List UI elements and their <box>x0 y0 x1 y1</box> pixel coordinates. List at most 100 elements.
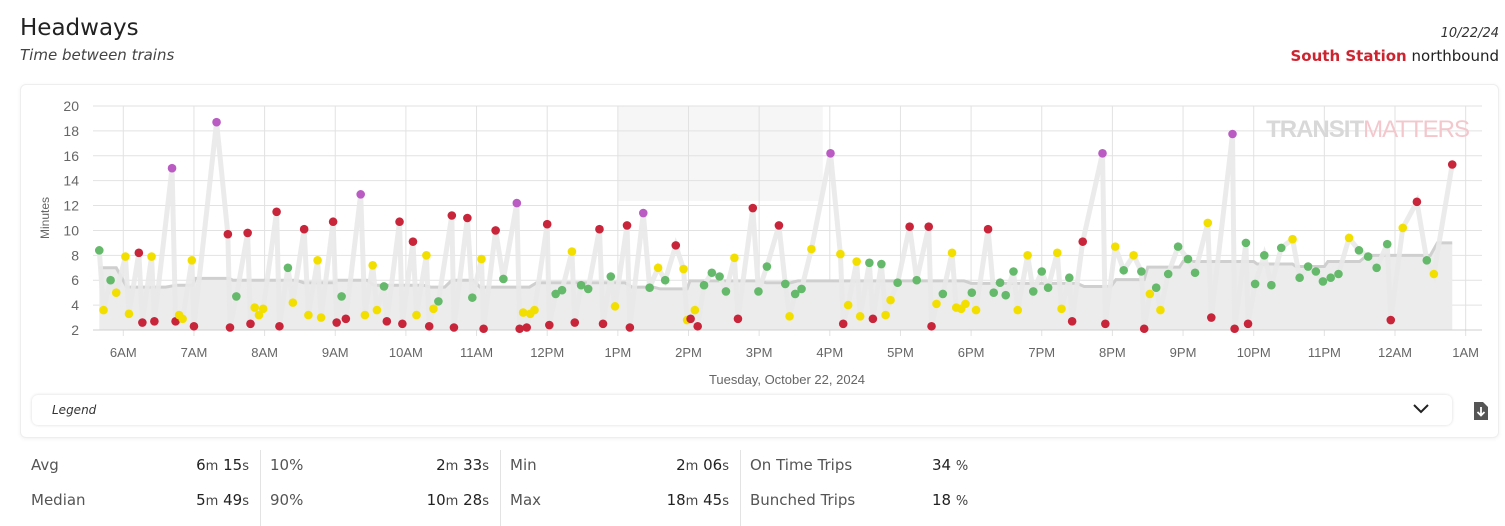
headway-point <box>1043 283 1053 292</box>
headway-point <box>328 217 338 227</box>
headway-point <box>1243 319 1253 329</box>
y-tick-label: 20 <box>63 98 79 114</box>
headway-point <box>1098 148 1107 158</box>
headway-point <box>995 278 1005 288</box>
x-tick-label: 10AM <box>389 345 423 360</box>
headway-point <box>1382 239 1392 249</box>
headway-point <box>660 275 670 285</box>
stat-unit: s <box>722 459 729 474</box>
headway-point <box>1250 279 1260 289</box>
headway-point <box>693 321 702 331</box>
headway-point <box>797 284 806 294</box>
headway-point <box>1137 267 1146 276</box>
headway-point <box>243 228 252 238</box>
headway-point <box>730 253 739 263</box>
stat-number: 2 <box>436 456 446 474</box>
stat-label: Median <box>31 491 86 509</box>
direction-label: northbound <box>1411 47 1499 65</box>
headway-point <box>1190 268 1200 278</box>
headway-point <box>447 211 457 220</box>
headway-point <box>595 224 604 234</box>
station-name[interactable]: South Station <box>1290 47 1407 65</box>
x-tick-label: 8AM <box>251 345 278 360</box>
headway-point <box>938 289 948 299</box>
headway-point <box>1023 251 1032 260</box>
headway-point <box>1052 248 1062 258</box>
headway-point <box>1447 160 1457 169</box>
headway-point <box>522 323 532 332</box>
headway-point <box>422 251 431 260</box>
legend-toggle[interactable]: Legend <box>32 395 1452 425</box>
stat-unit: m <box>205 459 219 474</box>
stats-divider <box>500 450 501 526</box>
headway-point <box>171 316 180 326</box>
stat-number: 33 <box>463 456 483 474</box>
headway-point <box>1110 242 1120 251</box>
headway-point <box>1412 197 1422 207</box>
headway-point <box>843 300 853 310</box>
stat-unit: m <box>445 494 459 509</box>
stat-unit: s <box>242 459 249 474</box>
headway-point <box>1334 269 1343 279</box>
headway-point <box>606 272 616 281</box>
headway-point <box>893 278 902 288</box>
headway-point <box>111 288 121 297</box>
headway-point <box>250 303 260 312</box>
stat-label: Avg <box>31 456 59 474</box>
y-tick-label: 16 <box>63 148 79 164</box>
stat-value: 18 % <box>932 491 968 509</box>
headway-point <box>382 316 392 326</box>
headway-point <box>1288 234 1297 244</box>
x-tick-label: 11PM <box>1308 345 1341 360</box>
headway-point <box>1203 218 1213 228</box>
headway-point <box>304 310 313 320</box>
headway-point <box>715 272 724 281</box>
x-tick-label: 1PM <box>604 345 631 360</box>
headway-point <box>395 217 404 227</box>
headway-point <box>246 319 255 329</box>
chevron-down-icon <box>1413 404 1429 414</box>
headway-point <box>1129 251 1138 260</box>
headway-point <box>1001 290 1011 300</box>
headway-point <box>1344 233 1354 243</box>
headway-point <box>625 323 635 332</box>
headway-point <box>557 285 567 295</box>
headway-point <box>106 275 115 285</box>
headway-point <box>283 263 293 273</box>
headway-point <box>707 268 717 278</box>
headway-point <box>699 280 709 290</box>
stat-unit: % <box>955 494 969 509</box>
headway-point <box>167 163 177 173</box>
stat-value: 18m 45s <box>667 491 729 509</box>
stat-unit: m <box>685 459 699 474</box>
headway-point <box>686 314 695 324</box>
headway-point <box>1183 254 1193 264</box>
headway-point <box>542 219 552 229</box>
headway-point <box>372 305 382 315</box>
headway-point <box>1101 319 1110 329</box>
headway-point <box>1429 269 1439 279</box>
stat-label: Min <box>510 456 537 474</box>
headway-point <box>1311 267 1321 276</box>
headway-point <box>299 224 309 234</box>
headway-point <box>1267 280 1276 290</box>
headway-point <box>1326 273 1336 283</box>
headway-point <box>551 289 560 299</box>
station-direction: South Station northbound <box>1290 47 1499 65</box>
headway-point <box>1173 242 1183 251</box>
stat-value: 10m 28s <box>427 491 489 509</box>
headway-point <box>1065 273 1074 283</box>
headway-point <box>1013 305 1023 315</box>
stat-label: On Time Trips <box>750 456 853 474</box>
x-tick-label: 10PM <box>1237 345 1271 360</box>
headway-point <box>356 190 365 199</box>
headway-point <box>223 229 233 239</box>
headway-point <box>622 221 632 230</box>
headway-point <box>576 280 586 290</box>
x-tick-label: 7AM <box>181 345 208 360</box>
download-icon[interactable] <box>1473 401 1489 421</box>
headway-point <box>225 323 235 332</box>
stat-value: 2m 33s <box>436 456 489 474</box>
stat-number: 15 <box>223 456 243 474</box>
headway-point <box>989 288 999 297</box>
